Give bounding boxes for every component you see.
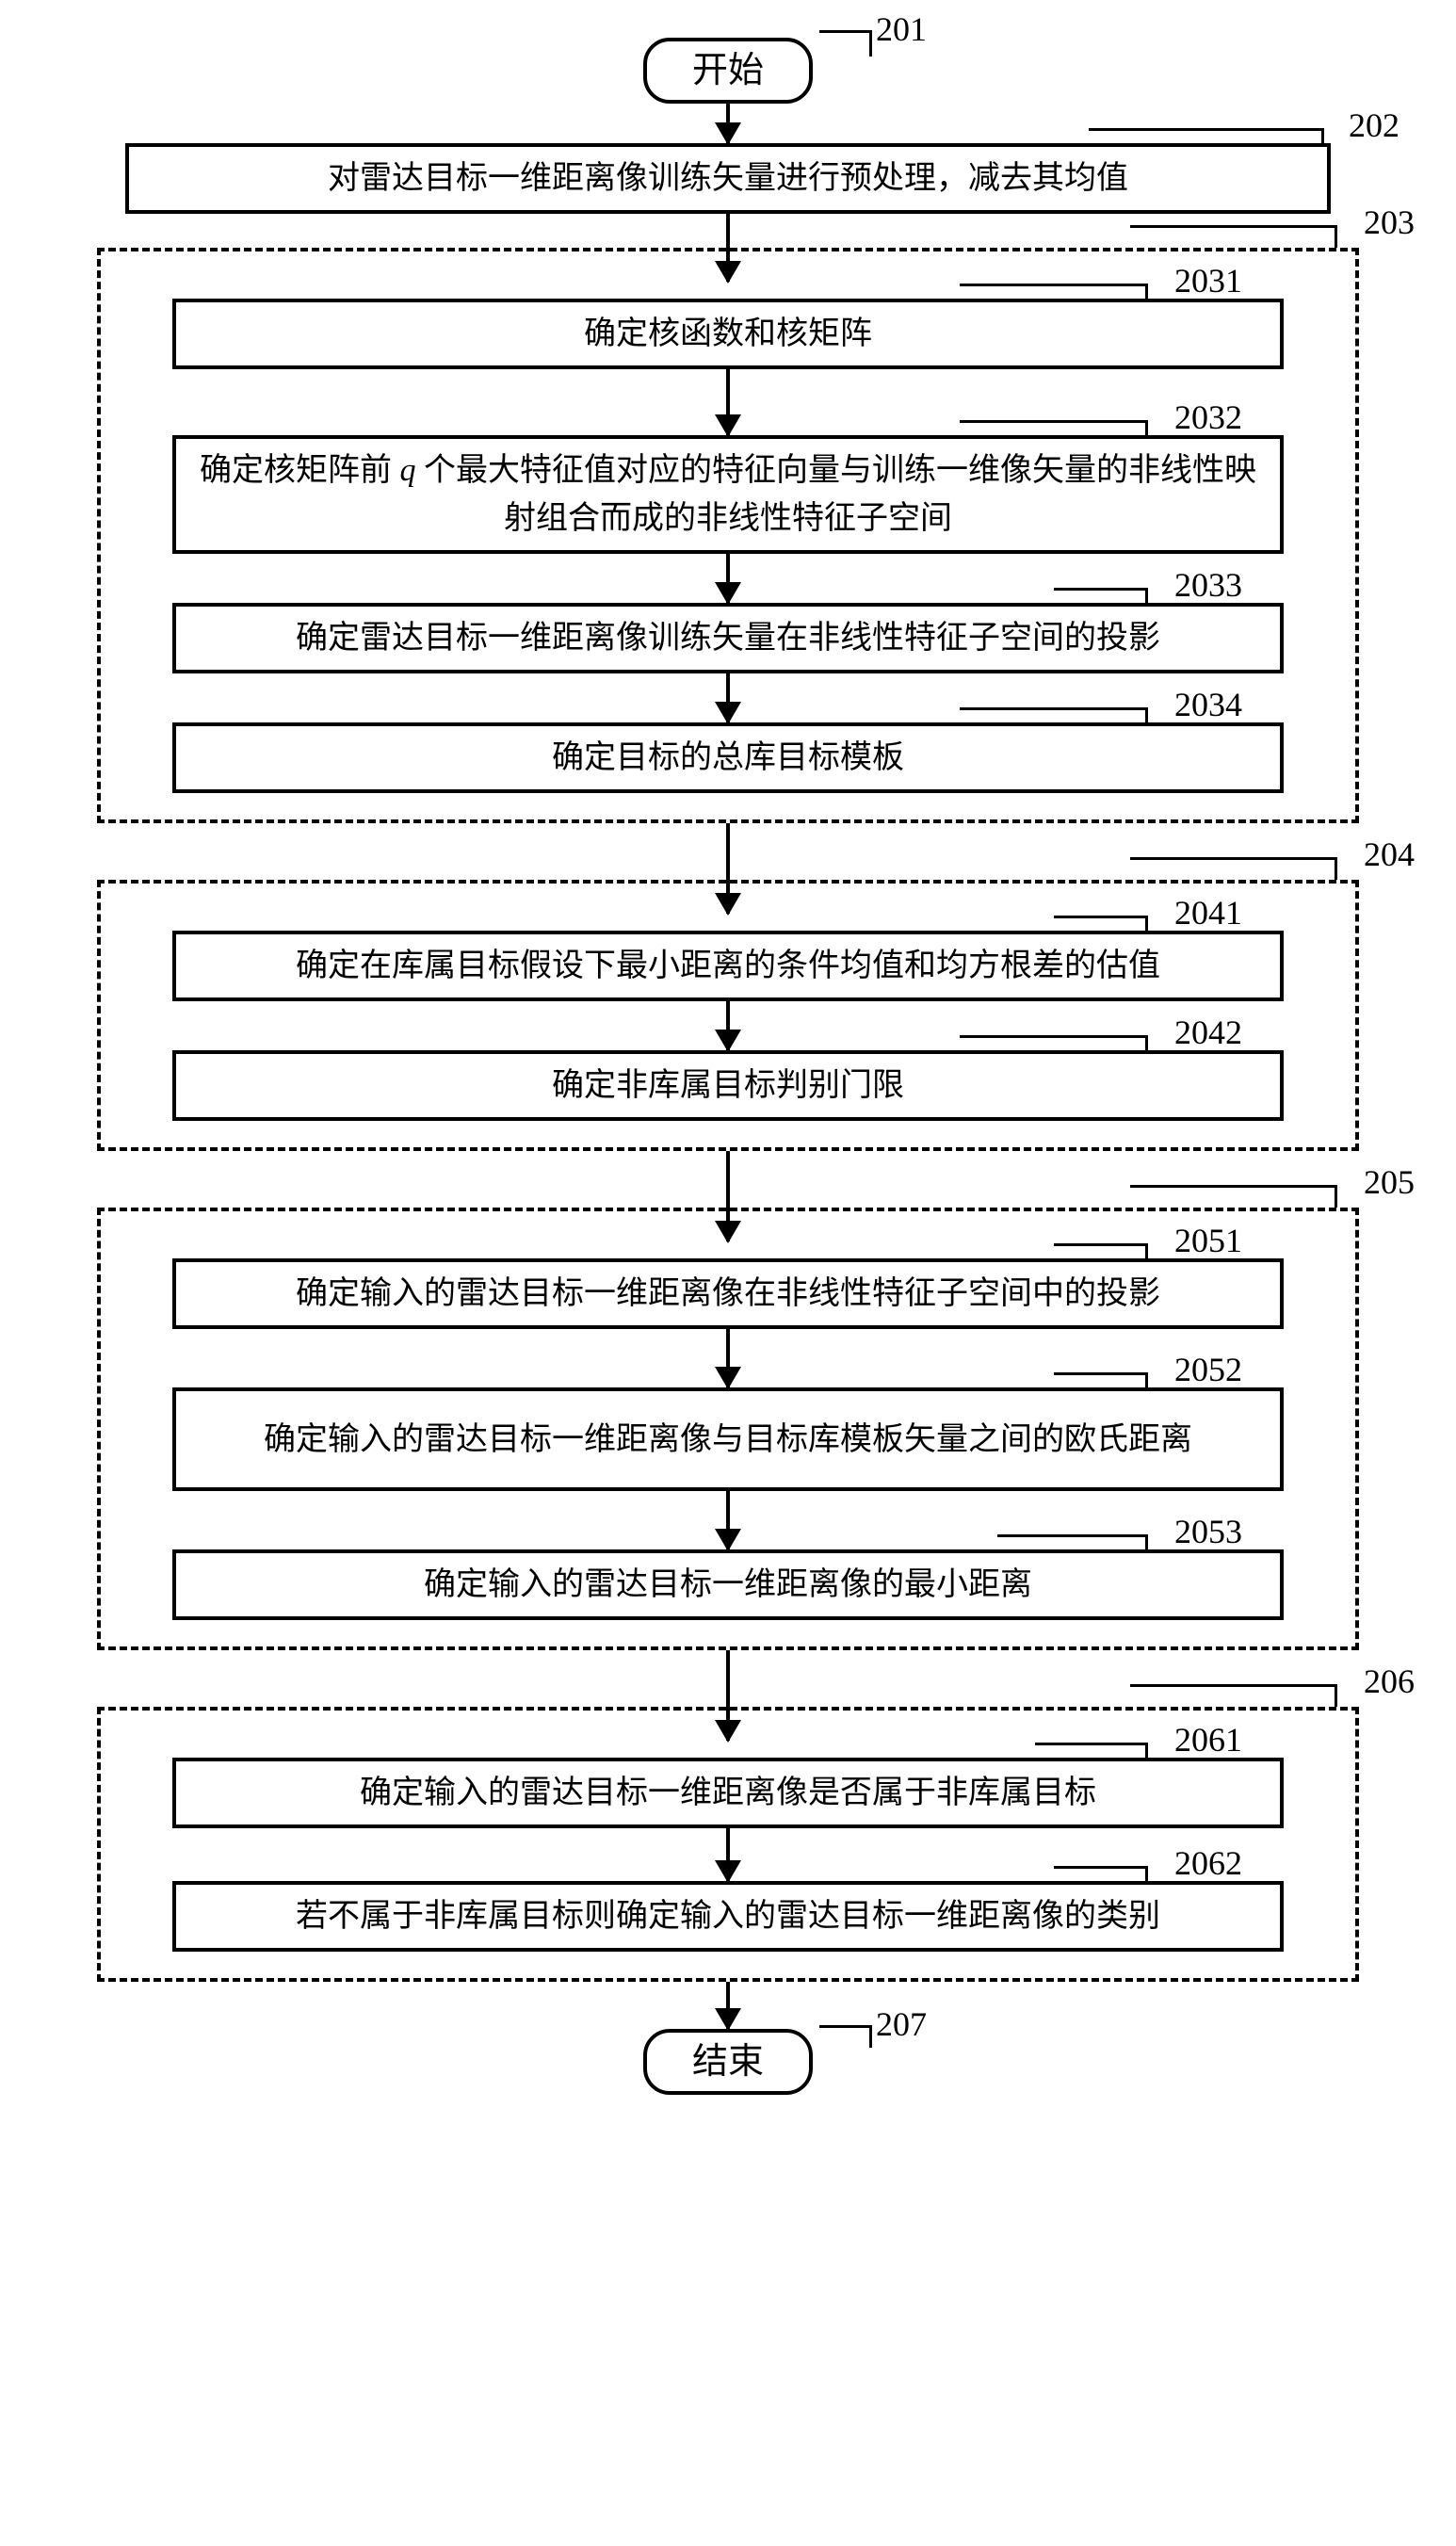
leader-2042 [960, 1035, 1148, 1054]
step-2052: 确定输入的雷达目标一维距离像与目标库模板矢量之间的欧氏距离 [172, 1387, 1284, 1491]
arrow [726, 554, 730, 603]
step-2031: 确定核函数和核矩阵 [172, 299, 1284, 369]
leader-202 [1089, 128, 1324, 147]
step-2062: 若不属于非库属目标则确定输入的雷达目标一维距离像的类别 [172, 1881, 1284, 1952]
end-terminal: 结束 [643, 2029, 813, 2095]
group-205: 2051 确定输入的雷达目标一维距离像在非线性特征子空间中的投影 2052 确定… [97, 1208, 1359, 1650]
leader-2031 [960, 284, 1148, 302]
label-206: 206 [1364, 1662, 1415, 1701]
label-2034: 2034 [1174, 685, 1242, 724]
arrow [726, 673, 730, 722]
label-2031: 2031 [1174, 261, 1242, 300]
label-205: 205 [1364, 1162, 1415, 1202]
label-2051: 2051 [1174, 1221, 1242, 1260]
step-2051: 确定输入的雷达目标一维距离像在非线性特征子空间中的投影 [172, 1258, 1284, 1329]
leader-2062 [1054, 1866, 1148, 1885]
leader-204 [1130, 857, 1337, 860]
label-2042: 2042 [1174, 1013, 1242, 1052]
step-2042: 确定非库属目标判别门限 [172, 1050, 1284, 1121]
leader-2033 [1054, 588, 1148, 607]
label-2041: 2041 [1174, 893, 1242, 932]
label-2061: 2061 [1174, 1720, 1242, 1759]
leader-2032 [960, 420, 1148, 439]
arrow [726, 1828, 730, 1881]
step-2032-text-a: 确定核矩阵前 [200, 453, 392, 488]
step-2032: 确定核矩阵前 q 个最大特征值对应的特征向量与训练一维像矢量的非线性映射组合而成… [172, 435, 1284, 554]
label-2062: 2062 [1174, 1843, 1242, 1883]
leader-2053 [997, 1534, 1148, 1553]
arrow [726, 1491, 730, 1549]
leader-2052 [1054, 1372, 1148, 1391]
group-206: 2061 确定输入的雷达目标一维距离像是否属于非库属目标 2062 若不属于非库… [97, 1707, 1359, 1982]
arrow [726, 104, 730, 143]
leader-201 [819, 30, 872, 57]
step-2053: 确定输入的雷达目标一维距离像的最小距离 [172, 1549, 1284, 1620]
arrow [726, 1329, 730, 1387]
step-2033: 确定雷达目标一维距离像训练矢量在非线性特征子空间的投影 [172, 603, 1284, 673]
leader-2061 [1035, 1743, 1148, 1761]
leader-2041 [1054, 916, 1148, 934]
label-202: 202 [1349, 105, 1399, 145]
leader-203 [1130, 225, 1337, 244]
label-201: 201 [876, 9, 927, 49]
step-2032-text-b: 个最大特征值对应的特征向量与训练一维像矢量的非线性映射组合而成的非线性特征子空间 [424, 453, 1256, 536]
start-terminal: 开始 [643, 38, 813, 104]
step-202: 对雷达目标一维距离像训练矢量进行预处理，减去其均值 [125, 143, 1331, 214]
step-2034: 确定目标的总库目标模板 [172, 722, 1284, 793]
label-2033: 2033 [1174, 565, 1242, 605]
step-2041: 确定在库属目标假设下最小距离的条件均值和均方根差的估值 [172, 931, 1284, 1001]
arrow [726, 369, 730, 435]
leader-205 [1130, 1185, 1337, 1188]
leader-207 [819, 2025, 872, 2048]
flowchart-root: 201 开始 202 对雷达目标一维距离像训练矢量进行预处理，减去其均值 203… [28, 38, 1428, 2095]
step-2032-q: q [400, 453, 416, 488]
leader-2034 [960, 707, 1148, 726]
leader-206 [1130, 1684, 1337, 1687]
label-207: 207 [876, 2004, 927, 2044]
arrow [726, 1982, 730, 2029]
label-203: 203 [1364, 203, 1415, 242]
step-2061: 确定输入的雷达目标一维距离像是否属于非库属目标 [172, 1758, 1284, 1828]
group-203: 2031 确定核函数和核矩阵 2032 确定核矩阵前 q 个最大特征值对应的特征… [97, 248, 1359, 823]
label-204: 204 [1364, 835, 1415, 874]
arrow [726, 1001, 730, 1050]
group-204: 2041 确定在库属目标假设下最小距离的条件均值和均方根差的估值 2042 确定… [97, 880, 1359, 1151]
label-2052: 2052 [1174, 1350, 1242, 1389]
label-2053: 2053 [1174, 1512, 1242, 1551]
label-2032: 2032 [1174, 397, 1242, 437]
leader-2051 [1054, 1243, 1148, 1262]
